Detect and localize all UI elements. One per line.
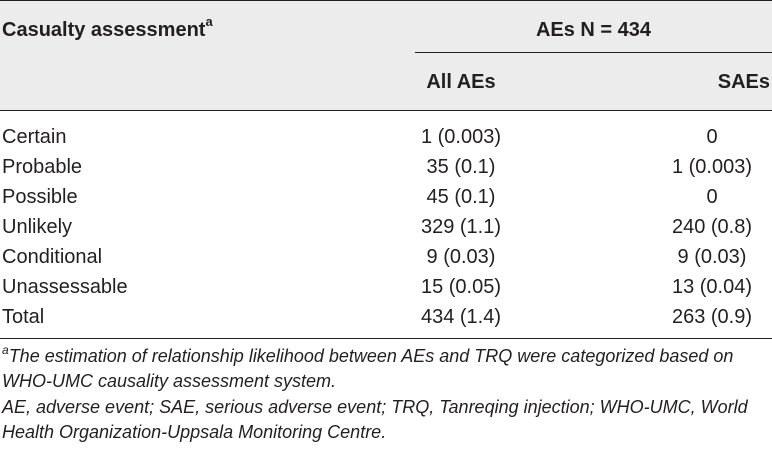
footnote-marker: a (205, 14, 213, 30)
column-header-saes: SAEs (717, 71, 770, 93)
column-header-label: Casualty assessment (2, 19, 206, 41)
row-all-aes-cell: 1 (0.003) (420, 126, 502, 148)
row-label-cell: Conditional (2, 246, 103, 268)
row-all-aes-cell: 15 (0.05) (420, 276, 502, 298)
footnote-abbreviations: AE, adverse event; SAE, serious adverse … (2, 397, 748, 442)
footnote-a: aThe estimation of relationship likeliho… (2, 344, 770, 394)
row-saes-cell: 9 (0.03) (677, 246, 747, 268)
row-label-cell: Unassessable (2, 276, 128, 298)
row-saes-cell: 263 (0.9) (671, 306, 753, 328)
row-saes-cell: 13 (0.04) (671, 276, 753, 298)
table-header-band (0, 0, 772, 110)
row-label-cell: Unlikely (2, 216, 73, 238)
row-saes-cell: 1 (0.003) (671, 156, 753, 178)
row-saes-cell: 0 (706, 126, 718, 148)
footnote-a-text: The estimation of relationship likelihoo… (2, 346, 734, 391)
spanning-header-aes: AEs N = 434 (535, 19, 652, 41)
row-all-aes-cell: 45 (0.1) (426, 186, 496, 208)
row-label-cell: Possible (2, 186, 78, 208)
row-saes-cell: 0 (706, 186, 718, 208)
row-all-aes-cell: 434 (1.4) (420, 306, 502, 328)
row-all-aes-cell: 329 (1.1) (420, 216, 502, 238)
row-label-cell: Total (2, 306, 45, 328)
row-label-cell: Certain (2, 126, 67, 148)
column-header-casualty-assessment: Casualty assessmenta (2, 15, 213, 42)
row-all-aes-cell: 35 (0.1) (426, 156, 496, 178)
row-saes-cell: 240 (0.8) (671, 216, 753, 238)
spanning-header-rule (415, 52, 772, 53)
header-bottom-rule (0, 110, 772, 111)
row-all-aes-cell: 9 (0.03) (426, 246, 496, 268)
row-label-cell: Probable (2, 156, 83, 178)
column-header-all-aes: All AEs (426, 71, 496, 93)
footnote-a-marker: a (2, 343, 9, 357)
top-rule (0, 0, 772, 1)
table-bottom-rule (0, 338, 772, 339)
